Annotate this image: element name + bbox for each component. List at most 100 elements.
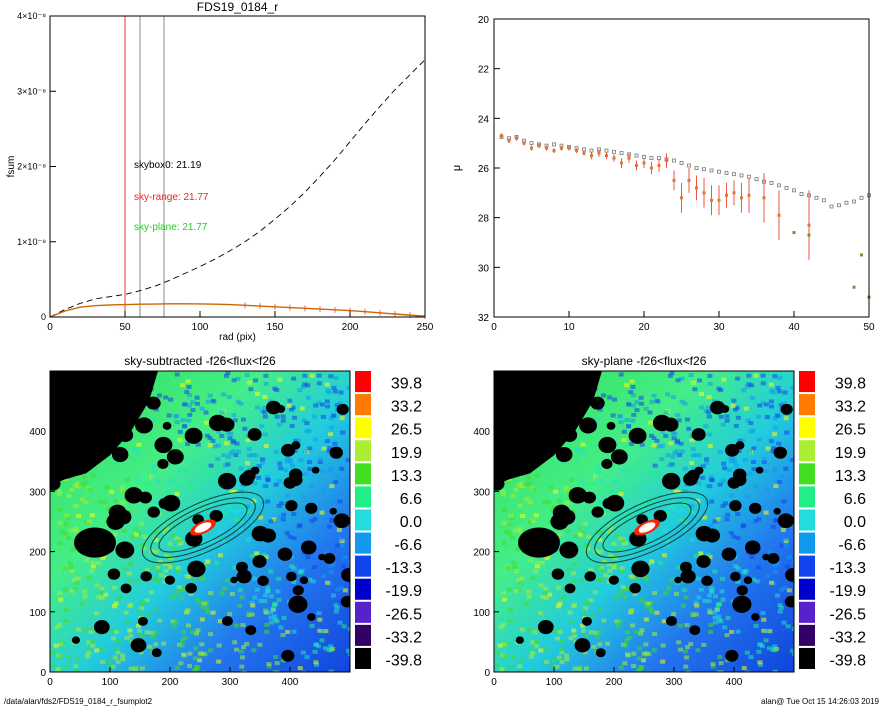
heatmap-cell — [610, 413, 616, 418]
heatmap-cell — [714, 607, 720, 612]
heatmap-cell — [240, 623, 246, 628]
heatmap-cell — [718, 519, 724, 524]
heatmap-cell — [229, 591, 235, 596]
heatmap-cell — [309, 373, 315, 378]
heatmap-cell — [201, 651, 207, 656]
heatmap-cell — [279, 501, 285, 506]
heatmap-cell — [277, 461, 283, 466]
heatmap-cell — [741, 666, 747, 671]
heatmap-cell — [763, 638, 769, 643]
heatmap-cell — [724, 658, 730, 663]
heatmap-cell — [69, 569, 75, 574]
orange-point — [530, 146, 533, 150]
heatmap-cell — [333, 480, 339, 485]
heatmap-cell — [731, 457, 737, 462]
heatmap-cell — [691, 467, 697, 472]
heatmap-cell — [565, 528, 571, 533]
heatmap-cell — [194, 665, 200, 670]
heatmap-cell — [645, 651, 651, 656]
heatmap-cell — [522, 482, 528, 487]
heatmap-cell — [663, 591, 669, 596]
heatmap-cell — [173, 619, 179, 624]
masked-source — [721, 547, 737, 561]
heatmap-cell — [588, 630, 594, 635]
heatmap-cell — [90, 564, 96, 569]
footer-path: /data/alan/fds2/FDS19_0184_r_fsumplot2 — [4, 697, 153, 706]
heatmap-cell — [65, 665, 71, 670]
heatmap-cell — [644, 541, 650, 546]
heatmap-cell — [630, 393, 636, 398]
heatmap-cell — [508, 513, 514, 518]
orange-point — [747, 193, 751, 197]
heatmap-cell — [82, 481, 88, 486]
aperture-ellipse — [602, 502, 692, 553]
heatmap-cell — [707, 608, 713, 613]
heatmap-cell — [317, 617, 323, 622]
gray-square-point — [679, 161, 684, 165]
heatmap-cell — [153, 642, 159, 647]
aperture-ellipse — [141, 491, 265, 564]
heatmap-cell — [98, 500, 104, 505]
heatmap-cell — [717, 654, 723, 659]
masked-source — [767, 552, 780, 564]
heatmap-cell — [205, 500, 211, 505]
heatmap-cell — [166, 413, 172, 418]
colorbar-swatch — [355, 371, 371, 393]
heatmap-cell — [504, 529, 510, 534]
heatmap-cell — [517, 664, 523, 669]
heatmap-cell — [783, 539, 789, 544]
heatmap-cell — [523, 497, 529, 502]
heatmap-cell — [500, 489, 506, 494]
heatmap-cell — [644, 670, 650, 672]
heatmap-cell — [516, 483, 522, 488]
heatmap-cell — [618, 665, 624, 670]
heatmap-cell — [674, 449, 680, 454]
heatmap-cell — [626, 402, 632, 407]
x-tick-label: 300 — [666, 677, 683, 688]
heatmap-cell — [507, 619, 513, 624]
gray-square-point — [792, 188, 796, 193]
heatmap-cell — [639, 442, 645, 447]
heatmap-cell — [262, 395, 268, 400]
heatmap-cell — [186, 418, 192, 423]
heatmap-cell — [779, 587, 785, 592]
heatmap-cell — [509, 516, 515, 521]
heatmap-cell — [618, 590, 624, 595]
heatmap-cell — [505, 565, 511, 570]
heatmap-cell — [175, 566, 181, 571]
heatmap-cell — [585, 546, 591, 551]
heatmap-cell — [501, 642, 507, 647]
heatmap-cell — [63, 522, 69, 527]
heatmap-cell — [298, 458, 304, 463]
heatmap-cell — [518, 580, 524, 585]
heatmap-cell — [502, 654, 508, 659]
heatmap-cell — [766, 646, 772, 651]
heatmap-cell — [782, 536, 788, 541]
heatmap-cell — [648, 606, 654, 611]
x-tick-label: 200 — [162, 677, 179, 688]
heatmap-cell — [324, 399, 330, 404]
heatmap-cell — [215, 457, 221, 462]
heatmap-cell — [761, 617, 767, 622]
heatmap-cell — [773, 518, 779, 523]
heatmap-cell — [82, 594, 88, 599]
heatmap-cell — [221, 512, 227, 517]
heatmap-cell — [689, 461, 695, 466]
heatmap-cell — [713, 594, 719, 599]
heatmap-cell — [746, 449, 752, 454]
heatmap-cell — [272, 617, 278, 622]
heatmap-cell — [186, 393, 192, 398]
heatmap-cell — [664, 543, 670, 548]
heatmap-cell — [569, 477, 575, 482]
x-tick-label: 300 — [222, 677, 239, 688]
masked-source — [340, 595, 350, 608]
heatmap-cell — [60, 529, 66, 534]
heatmap-cell — [316, 644, 322, 649]
heatmap-cell — [319, 638, 325, 643]
heatmap-cell — [79, 602, 85, 607]
masked-source — [323, 552, 336, 564]
heatmap-cell — [720, 576, 726, 581]
heatmap-cell — [244, 642, 250, 647]
heatmap-cell — [303, 533, 309, 538]
heatmap-cell — [757, 660, 763, 665]
